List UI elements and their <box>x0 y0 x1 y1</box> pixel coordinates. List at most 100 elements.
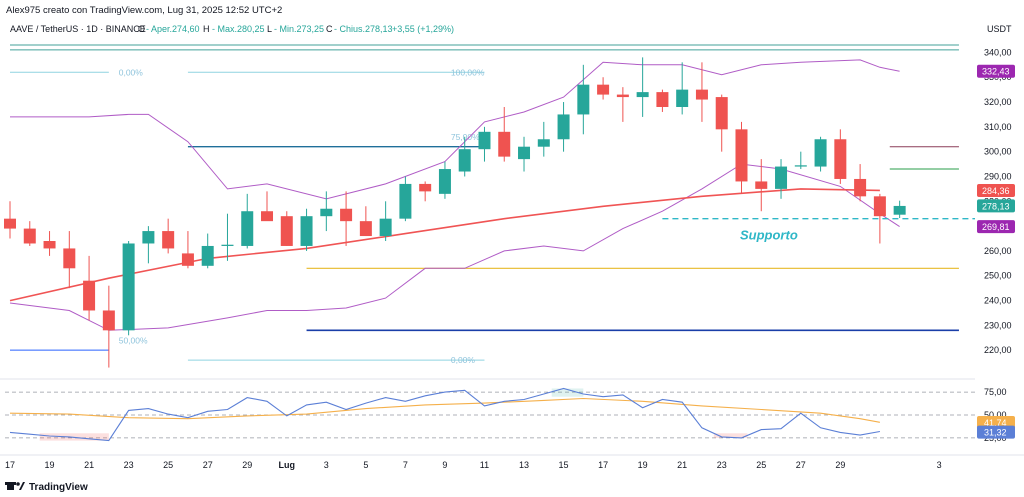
time-tick-label: 15 <box>559 460 569 470</box>
fib-level-label: 50,00% <box>119 335 148 345</box>
support-label: Supporto <box>740 228 798 243</box>
candle-body <box>379 218 392 237</box>
candle-body <box>834 139 847 179</box>
price-tick-label: 260,00 <box>984 246 1012 256</box>
ohlc-low-label: L <box>267 24 272 34</box>
price-pane[interactable]: 220,00230,00240,00250,00260,00270,00280,… <box>4 44 1015 368</box>
candle-body <box>122 243 135 331</box>
tradingview-brand[interactable]: TradingView <box>5 482 88 493</box>
fib-level-label: 0,00% <box>119 67 144 77</box>
price-label-box <box>977 183 1015 197</box>
rsi-tick-label: 75,00 <box>984 387 1007 397</box>
candle-body <box>695 89 708 100</box>
ohlc-high-label: H <box>203 24 210 34</box>
author-line: Alex975 creato con TradingView.com, Lug … <box>6 5 282 16</box>
time-tick-label: Lug <box>279 460 296 470</box>
rsi-overbought-fill <box>551 388 584 397</box>
candle-body <box>814 139 827 167</box>
candle-body <box>656 92 669 107</box>
candle-body <box>557 114 570 140</box>
price-label-text: 269,81 <box>982 222 1010 232</box>
price-label-text: 284,36 <box>982 186 1010 196</box>
rsi-tick-label: 50,00 <box>984 410 1007 420</box>
price-tick-label: 290,00 <box>984 171 1012 181</box>
candle-body <box>181 253 194 266</box>
rsi-value-box <box>977 425 1015 439</box>
candle-body <box>162 231 175 249</box>
time-tick-label: 21 <box>677 460 687 470</box>
time-tick-label: 17 <box>598 460 608 470</box>
price-label-text: 332,43 <box>982 67 1010 77</box>
candle-body <box>63 248 76 269</box>
candle-body <box>676 89 689 107</box>
time-tick-label: 29 <box>835 460 845 470</box>
time-tick-label: 19 <box>638 460 648 470</box>
time-tick-label: 3 <box>324 460 329 470</box>
ohlc-legend: AAVE / TetherUS · 1D · BINANCE O - Aper.… <box>10 24 454 34</box>
candle-body <box>419 183 432 192</box>
candle-body <box>359 221 372 237</box>
ohlc-high-value: - Max.280,25 <box>212 24 265 34</box>
ohlc-close-value: - Chius.278,13 <box>334 24 393 34</box>
price-label-box <box>977 220 1015 234</box>
time-tick-label: 21 <box>84 460 94 470</box>
time-tick-label: 7 <box>403 460 408 470</box>
candle-body <box>518 146 531 160</box>
candle-body <box>755 181 768 189</box>
time-axis[interactable]: 17 19 21 23 25 27 29 Lug 3 5 7 9 11 13 15 17 19 21 23 25 27 2… <box>0 454 1024 472</box>
candle-body <box>636 92 649 98</box>
time-tick-label: 25 <box>756 460 766 470</box>
rsi-value-text: 31,32 <box>984 428 1007 438</box>
candle-body <box>4 218 16 229</box>
candle-body <box>735 129 748 182</box>
candle-body <box>320 208 333 217</box>
rsi-line <box>9 387 880 442</box>
time-tick-label: 11 <box>480 460 489 470</box>
time-tick-label: 23 <box>717 460 727 470</box>
candle-body <box>399 183 412 219</box>
time-tick-label: 27 <box>796 460 806 470</box>
candle-body <box>300 216 313 246</box>
candle-body <box>102 310 115 331</box>
candle-body <box>775 166 788 189</box>
time-tick-label: 23 <box>124 460 134 470</box>
time-tick-label: 27 <box>203 460 213 470</box>
time-tick-label: 17 <box>5 460 15 470</box>
fib-level-label: 75,00% <box>451 132 480 142</box>
currency-label: USDT <box>987 24 1012 34</box>
candle-body <box>616 94 629 98</box>
price-tick-label: 300,00 <box>984 147 1012 157</box>
candle-body <box>438 169 451 194</box>
time-tick-label: 29 <box>242 460 252 470</box>
rsi-oversold-fill <box>713 433 748 438</box>
moving-average-line <box>9 188 880 302</box>
candle-body <box>23 228 36 244</box>
candle-body <box>201 245 214 266</box>
candle-body <box>794 165 807 167</box>
price-tick-label: 250,00 <box>984 271 1012 281</box>
time-tick-label: 25 <box>163 460 173 470</box>
price-label-box <box>977 199 1015 213</box>
candle-body <box>241 211 254 246</box>
ohlc-change: +3,55 (+1,29%) <box>392 24 454 34</box>
time-tick-label: 19 <box>45 460 55 470</box>
price-label-box <box>977 64 1015 78</box>
candle-body <box>340 208 353 222</box>
symbol-title[interactable]: AAVE / TetherUS · 1D · BINANCE <box>10 24 146 34</box>
candle-body <box>43 241 56 249</box>
price-tick-label: 220,00 <box>984 345 1012 355</box>
candle-body <box>280 216 293 246</box>
candle-body <box>142 231 155 244</box>
candle-body <box>873 196 886 217</box>
time-tick-label: 5 <box>363 460 368 470</box>
candle-body <box>854 178 867 197</box>
candle-body <box>83 280 96 311</box>
time-tick-label: 9 <box>442 460 447 470</box>
price-label-text: 278,13 <box>982 201 1010 211</box>
candle-body <box>537 139 550 147</box>
ohlc-open-value: - Aper.274,60 <box>146 24 200 34</box>
candle-body <box>498 131 511 157</box>
